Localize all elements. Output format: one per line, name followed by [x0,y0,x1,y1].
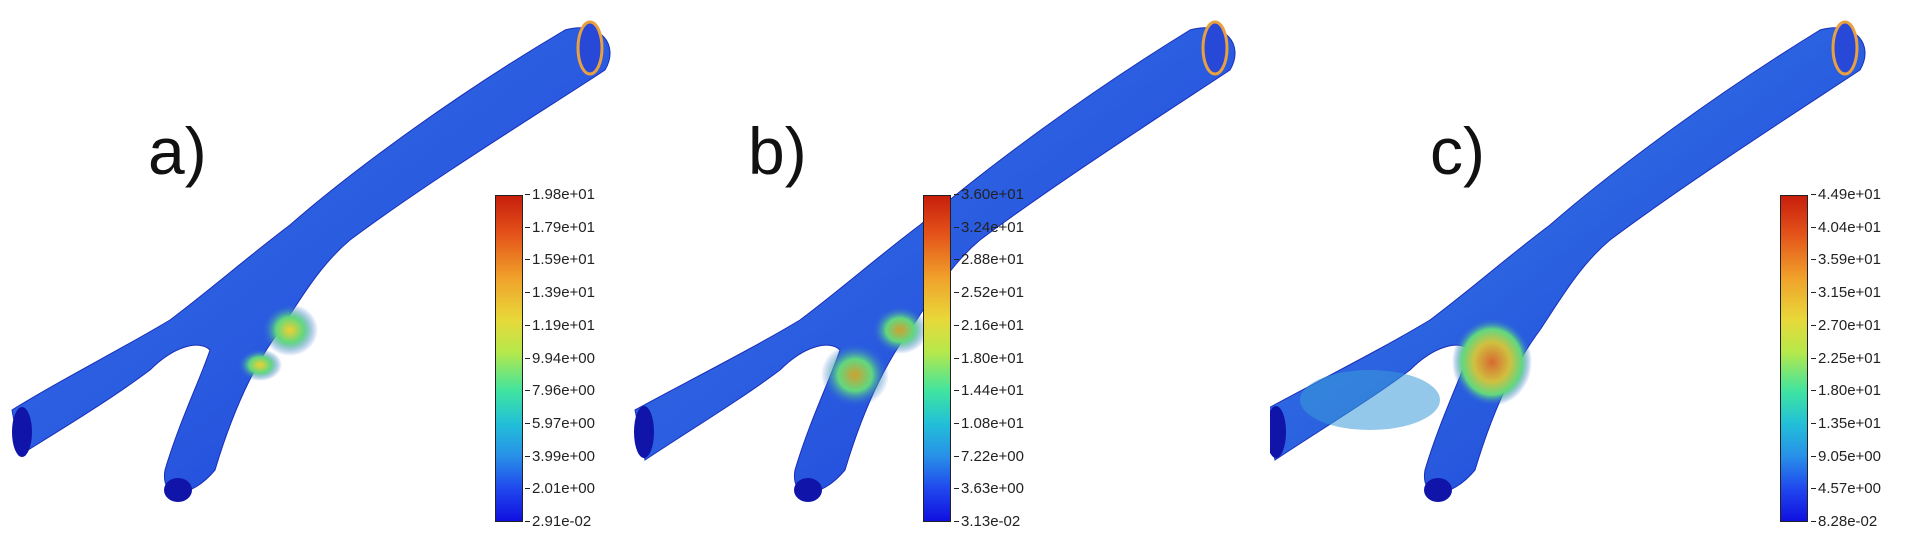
colorbar-tick: 3.63e+00 [954,480,1024,498]
colorbar-tick: 3.59e+01 [1811,251,1881,269]
colorbar-tick: 2.91e-02 [524,513,592,530]
colorbar-tick: 4.49e+01 [1811,186,1881,203]
vessel-rendering-c [1270,20,1866,502]
colorbar-tick: 2.25e+01 [1811,349,1881,367]
colorbar [923,195,951,522]
colorbar-tick: 4.57e+00 [1811,480,1881,498]
colorbar-tick: 2.70e+01 [1811,316,1881,334]
colorbar-tick: 1.35e+01 [1811,414,1881,432]
panel-c: c) 4.49e+01 4.04e+01 3.59e+01 3.15e+01 2… [1270,0,1910,534]
colorbar-tick: 3.15e+01 [1811,284,1881,302]
colorbar-tick: 4.04e+01 [1811,218,1881,236]
panel-label: b) [748,114,807,188]
panel-b: b) 3.60e+01 3.24e+01 2.88e+01 2.52e+01 2… [630,0,1270,534]
colorbar-tick: 2.52e+01 [954,284,1024,302]
colorbar-tick: 3.13e-02 [953,513,1021,530]
colorbar-tick: 1.59e+01 [525,251,595,269]
colorbar-tick: 7.96e+00 [525,382,595,400]
panel-label: c) [1430,114,1485,188]
colorbar [1780,195,1808,522]
vessel-rendering-a [11,20,611,502]
colorbar-tick: 8.28e-02 [1810,513,1878,530]
colorbar-tick: 1.08e+01 [954,414,1024,432]
colorbar-tick: 2.01e+00 [525,480,595,498]
colorbar [495,195,523,522]
colorbar-tick: 3.60e+01 [954,186,1024,203]
colorbar-tick: 1.39e+01 [525,284,595,302]
colorbar-tick: 7.22e+00 [954,447,1024,465]
colorbar-tick: 3.24e+01 [954,218,1024,236]
colorbar-tick: 2.16e+01 [954,316,1024,334]
colorbar-tick: 2.88e+01 [954,251,1024,269]
colorbar-tick: 5.97e+00 [525,414,595,432]
colorbar-tick: 1.98e+01 [525,186,595,203]
colorbar-tick: 1.79e+01 [525,218,595,236]
colorbar-tick: 1.19e+01 [525,316,595,334]
panel-label: a) [148,114,207,188]
colorbar-tick: 9.94e+00 [525,349,595,367]
colorbar-tick: 9.05e+00 [1811,447,1881,465]
colorbar-tick: 1.44e+01 [954,382,1024,400]
colorbar-tick: 1.80e+01 [1811,382,1881,400]
colorbar-tick: 1.80e+01 [954,349,1024,367]
panel-a: a) 1.98e+01 1.79e+01 1.59e+01 1.39e+01 1… [0,0,640,534]
colorbar-tick: 3.99e+00 [525,447,595,465]
